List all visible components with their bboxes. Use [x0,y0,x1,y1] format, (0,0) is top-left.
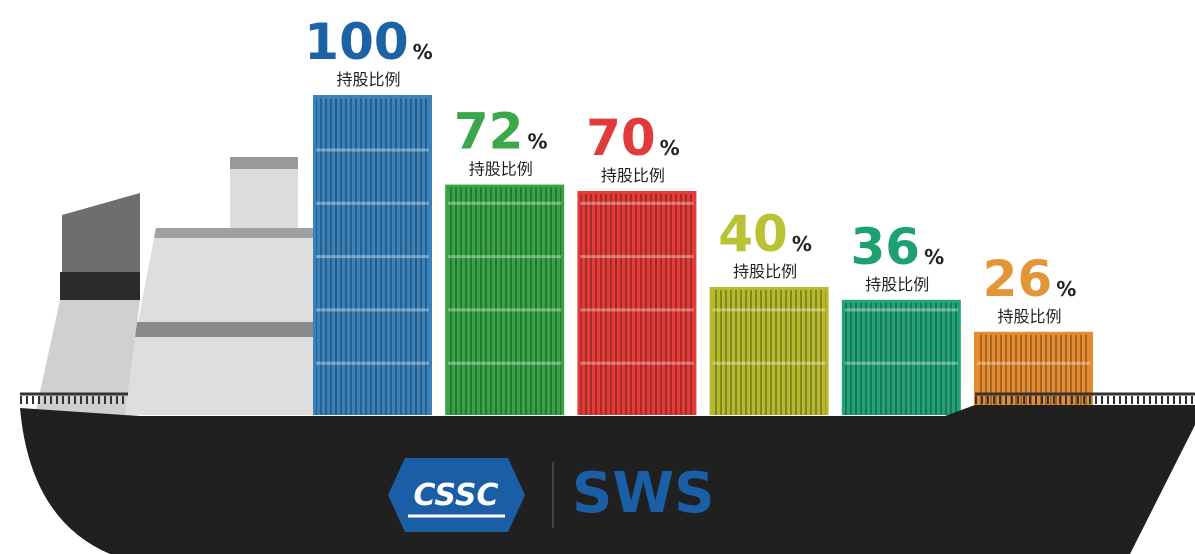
value-caption: 持股比例 [733,262,797,281]
value-label: 26% [983,250,1077,308]
container-texture [316,98,429,415]
value-label: 72% [454,103,548,161]
infographic: 100%持股比例72%持股比例70%持股比例40%持股比例36%持股比例26%持… [0,0,1195,554]
container-texture [845,303,958,415]
value-unit: % [660,136,680,160]
value-number: 70 [586,109,656,167]
value-caption: 持股比例 [336,70,400,89]
container-texture [713,290,826,415]
value-unit: % [527,130,547,154]
value-caption: 持股比例 [997,307,1061,326]
value-label: 40% [718,205,812,263]
value-unit: % [413,40,433,64]
container-texture [448,188,561,415]
value-label: 70% [586,109,680,167]
value-caption: 持股比例 [865,275,929,294]
logo-left: CSSC [413,478,498,513]
value-unit: % [924,245,944,269]
value-number: 40 [718,205,788,263]
logo-right: SWS [572,461,714,526]
value-unit: % [1056,277,1076,301]
value-label: 36% [850,218,944,276]
container-texture [580,194,693,415]
value-number: 100 [304,13,408,71]
value-unit: % [792,232,812,256]
value-number: 72 [454,103,524,161]
superstructure [35,157,313,415]
value-number: 26 [983,250,1053,308]
value-number: 36 [850,218,920,276]
value-caption: 持股比例 [601,166,665,185]
value-label: 100% [304,13,432,71]
value-caption: 持股比例 [469,160,533,179]
